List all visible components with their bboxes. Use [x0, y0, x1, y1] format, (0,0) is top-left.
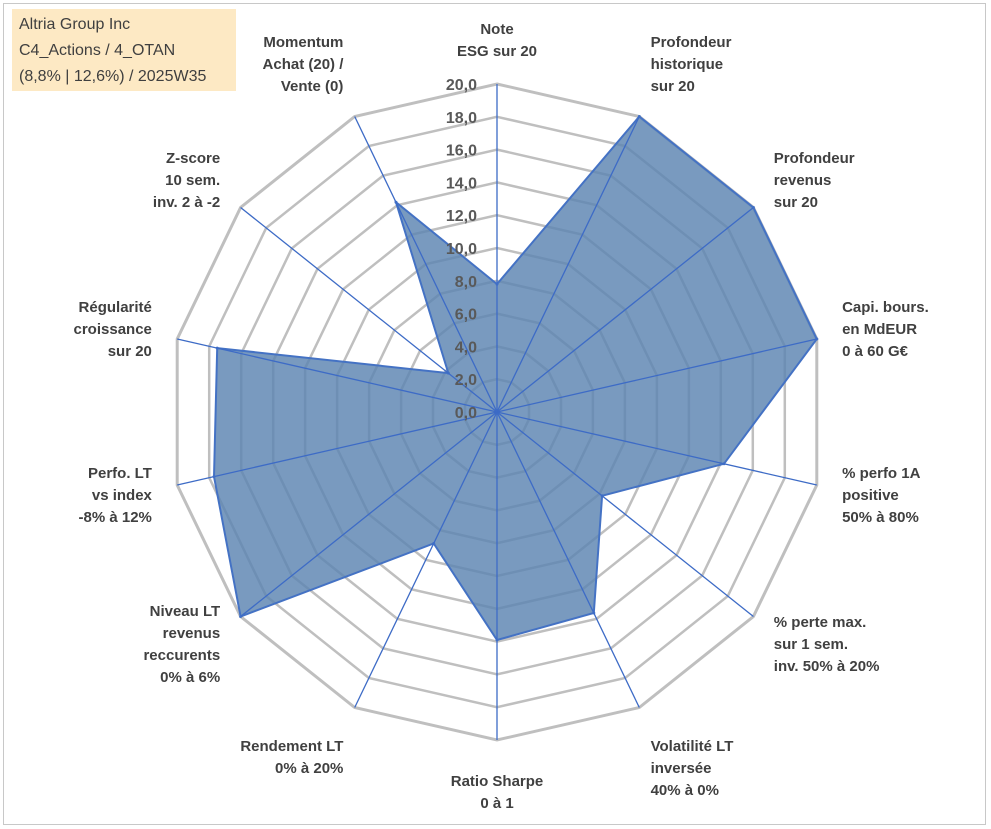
- axis-label-line: -8% à 12%: [79, 509, 152, 526]
- title-stats: (8,8% | 12,6%) / 2025W35: [19, 68, 207, 85]
- radar-tick-labels: 0,0 2,0 4,0 6,0 8,0 10,0 12,0 14,0 16,0 18,0 20,0: [446, 77, 477, 422]
- axis-label-line: Ratio Sharpe: [451, 773, 544, 790]
- radar-spokes: [177, 84, 817, 740]
- title-company: Altria Group Inc: [19, 16, 131, 33]
- axis-label-line: Vente (0): [281, 78, 344, 95]
- axis-label: Profondeur historique sur 20: [651, 34, 732, 95]
- axis-label-line: Capi. bours.: [842, 299, 929, 316]
- axis-spoke: [240, 411, 498, 618]
- axis-label-line: 0 à 1: [480, 795, 513, 812]
- axis-label-line: Achat (20) /: [263, 56, 345, 73]
- axis-spoke: [496, 411, 754, 618]
- axis-spoke: [354, 116, 498, 413]
- axis-label-line: en MdEUR: [842, 321, 917, 338]
- tick-label: 12,0: [446, 208, 477, 225]
- axis-label: Momentum Achat (20) / Vente (0): [263, 34, 345, 95]
- axis-label-line: % perte max.: [774, 614, 867, 631]
- axis-label: Note ESG sur 20: [457, 21, 537, 60]
- axis-label-line: inv. 2 à -2: [153, 194, 220, 211]
- axis-spoke: [496, 206, 754, 413]
- tick-label: 20,0: [446, 77, 477, 94]
- axis-label: Niveau LT revenus reccurents 0% à 6%: [143, 603, 220, 686]
- axis-spoke: [496, 338, 817, 413]
- tick-label: 6,0: [455, 307, 477, 324]
- tick-label: 14,0: [446, 175, 477, 192]
- axis-label-line: 0% à 6%: [160, 669, 220, 686]
- axis-label-line: ESG sur 20: [457, 43, 537, 60]
- axis-label-line: sur 1 sem.: [774, 636, 848, 653]
- axis-label-line: historique: [651, 56, 724, 73]
- axis-label: Régularité croissance sur 20: [74, 299, 152, 360]
- axis-label-line: Momentum: [263, 34, 343, 51]
- axis-label-line: 40% à 0%: [651, 782, 719, 799]
- axis-label: Volatilité LT inversée 40% à 0%: [651, 738, 734, 799]
- radar-axis-labels: Note ESG sur 20 Profondeur historique sur 20…: [74, 21, 929, 812]
- axis-label-line: vs index: [92, 487, 153, 504]
- axis-spoke: [177, 338, 498, 413]
- axis-spoke: [240, 206, 498, 413]
- axis-label-line: 50% à 80%: [842, 509, 919, 526]
- axis-label: Ratio Sharpe 0 à 1: [451, 773, 544, 812]
- radar-series: [212, 115, 819, 642]
- axis-spoke: [496, 116, 640, 413]
- title-category: C4_Actions / 4_OTAN: [19, 42, 176, 59]
- axis-label-line: 0% à 20%: [275, 760, 343, 777]
- axis-label-line: reccurents: [143, 647, 220, 664]
- axis-label-line: 0 à 60 G€: [842, 343, 909, 360]
- axis-label-line: Niveau LT: [150, 603, 221, 620]
- series-area: [212, 115, 818, 642]
- axis-label-line: % perfo 1A: [842, 465, 921, 482]
- axis-label-line: Z-score: [166, 150, 220, 167]
- tick-label: 0,0: [455, 405, 477, 422]
- axis-label-line: Note: [480, 21, 513, 38]
- axis-label-line: sur 20: [651, 78, 695, 95]
- axis-label-line: revenus: [774, 172, 832, 189]
- axis-label: % perte max. sur 1 sem. inv. 50% à 20%: [774, 614, 880, 675]
- tick-label: 18,0: [446, 110, 477, 127]
- axis-label-line: inversée: [651, 760, 712, 777]
- axis-label-line: Profondeur: [774, 150, 855, 167]
- axis-spoke: [496, 411, 640, 708]
- title-box: Altria Group Inc C4_Actions / 4_OTAN (8,…: [12, 9, 236, 91]
- axis-label-line: Profondeur: [651, 34, 732, 51]
- axis-label-line: sur 20: [108, 343, 152, 360]
- axis-label-line: Perfo. LT: [88, 465, 152, 482]
- axis-label-line: croissance: [74, 321, 152, 338]
- tick-label: 2,0: [455, 372, 477, 389]
- tick-label: 16,0: [446, 143, 477, 160]
- axis-label: Capi. bours. en MdEUR 0 à 60 G€: [842, 299, 929, 360]
- axis-label: Rendement LT 0% à 20%: [240, 738, 343, 777]
- axis-label-line: positive: [842, 487, 899, 504]
- axis-label-line: Régularité: [79, 299, 152, 316]
- axis-label-line: Rendement LT: [240, 738, 343, 755]
- axis-label: Profondeur revenus sur 20: [774, 150, 855, 211]
- axis-spoke: [354, 411, 498, 708]
- axis-label-line: inv. 50% à 20%: [774, 658, 880, 675]
- axis-label: % perfo 1A positive 50% à 80%: [842, 465, 921, 526]
- axis-label-line: sur 20: [774, 194, 818, 211]
- axis-spoke: [496, 411, 817, 486]
- tick-label: 10,0: [446, 241, 477, 258]
- axis-spoke: [177, 411, 498, 486]
- axis-label-line: Volatilité LT: [651, 738, 734, 755]
- axis-label-line: revenus: [163, 625, 221, 642]
- axis-label: Perfo. LT vs index -8% à 12%: [79, 465, 153, 526]
- tick-label: 4,0: [455, 339, 477, 356]
- axis-label: Z-score 10 sem. inv. 2 à -2: [153, 150, 220, 211]
- tick-label: 8,0: [455, 274, 477, 291]
- axis-label-line: 10 sem.: [165, 172, 220, 189]
